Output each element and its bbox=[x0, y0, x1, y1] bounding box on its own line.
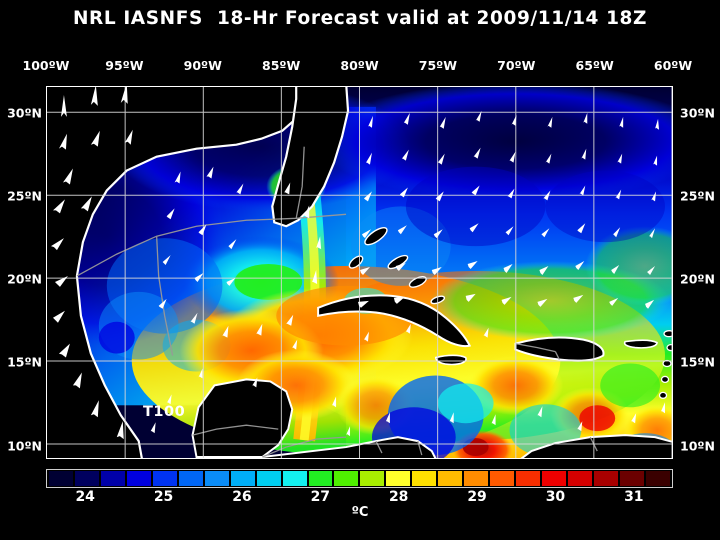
colorbar-tick-label: 29 bbox=[467, 489, 487, 505]
current-vector-field bbox=[50, 87, 666, 440]
colorbar-tick-label: 24 bbox=[75, 489, 95, 505]
colorbar-level-15 bbox=[438, 471, 463, 486]
longitude-tick-label: 65ºW bbox=[575, 58, 614, 73]
colorbar-level-10 bbox=[308, 471, 333, 486]
longitude-tick-label: 60ºW bbox=[653, 58, 693, 73]
longitude-tick-label: 80ºW bbox=[340, 58, 379, 73]
colorbar-level-12 bbox=[360, 471, 385, 486]
longitude-tick-label: 70ºW bbox=[497, 58, 536, 73]
landmass-cuba bbox=[317, 294, 472, 348]
longitude-tick-label: 100ºW bbox=[22, 58, 70, 73]
colorbar-level-0 bbox=[49, 471, 73, 486]
map-gridlines bbox=[47, 87, 672, 458]
latitude-tick-label-right: 30ºN bbox=[680, 105, 715, 121]
colorbar-level-13 bbox=[386, 471, 411, 486]
landmass-yucatan bbox=[191, 378, 294, 458]
colorbar-level-9 bbox=[282, 471, 307, 486]
landmass-north-america bbox=[47, 87, 300, 458]
colorbar-tick-label: 31 bbox=[624, 489, 644, 505]
latitude-tick-label-left: 25ºN bbox=[7, 188, 42, 204]
colorbar-level-16 bbox=[464, 471, 489, 486]
landmass-hispaniola bbox=[514, 336, 605, 362]
colorbar-tick-label: 30 bbox=[545, 489, 566, 505]
colorbar-level-11 bbox=[334, 471, 359, 486]
landmass-south-america bbox=[520, 434, 672, 458]
latitude-tick-label-left: 20ºN bbox=[7, 271, 42, 287]
latitude-tick-label-right: 10ºN bbox=[680, 438, 715, 454]
landmass-florida bbox=[271, 87, 350, 228]
latitude-tick-label-right: 20ºN bbox=[680, 271, 715, 287]
colorbar-level-19 bbox=[542, 471, 567, 486]
colorbar-level-23 bbox=[645, 471, 670, 486]
colorbar-tick-label: 27 bbox=[310, 489, 331, 505]
colorbar-level-4 bbox=[152, 471, 177, 486]
colorbar bbox=[46, 469, 673, 488]
latitude-tick-label-right: 25ºN bbox=[680, 188, 715, 204]
colorbar-level-14 bbox=[412, 471, 437, 486]
longitude-tick-label: 95ºW bbox=[105, 58, 144, 73]
colorbar-level-22 bbox=[619, 471, 644, 486]
colorbar-level-1 bbox=[74, 471, 99, 486]
colorbar-tick-label: 25 bbox=[153, 489, 174, 505]
colorbar-level-18 bbox=[516, 471, 541, 486]
sst-field bbox=[47, 87, 672, 458]
colorbar-level-2 bbox=[100, 471, 125, 486]
latitude-tick-label-left: 30ºN bbox=[7, 105, 42, 121]
landmass-lesser-antilles bbox=[658, 330, 672, 399]
field-label-annotation: T100 bbox=[143, 404, 186, 420]
longitude-tick-label: 75ºW bbox=[418, 58, 457, 73]
colorbar-level-8 bbox=[256, 471, 281, 486]
map-plot-area bbox=[46, 86, 673, 459]
colorbar-tick-label: 28 bbox=[388, 489, 409, 505]
colorbar-level-17 bbox=[490, 471, 515, 486]
colorbar-level-7 bbox=[230, 471, 255, 486]
figure-title: NRL IASNFS 18-Hr Forecast valid at 2009/… bbox=[72, 8, 648, 29]
colorbar-level-5 bbox=[178, 471, 203, 486]
longitude-tick-label: 90ºW bbox=[183, 58, 222, 73]
colorbar-unit-label: ºC bbox=[351, 505, 369, 520]
landmass-jamaica bbox=[434, 354, 467, 366]
colorbar-level-21 bbox=[594, 471, 618, 486]
political-borders bbox=[76, 146, 598, 458]
colorbar-level-6 bbox=[204, 471, 229, 486]
colorbar-level-3 bbox=[126, 471, 151, 486]
landmass-puerto-rico bbox=[623, 339, 658, 349]
colorbar-level-20 bbox=[568, 471, 593, 486]
longitude-tick-label: 85ºW bbox=[262, 58, 301, 73]
colorbar-tick-label: 26 bbox=[232, 489, 252, 505]
latitude-tick-label-left: 15ºN bbox=[7, 354, 42, 370]
latitude-tick-label-right: 15ºN bbox=[680, 354, 715, 370]
latitude-tick-label-left: 10ºN bbox=[7, 438, 42, 454]
